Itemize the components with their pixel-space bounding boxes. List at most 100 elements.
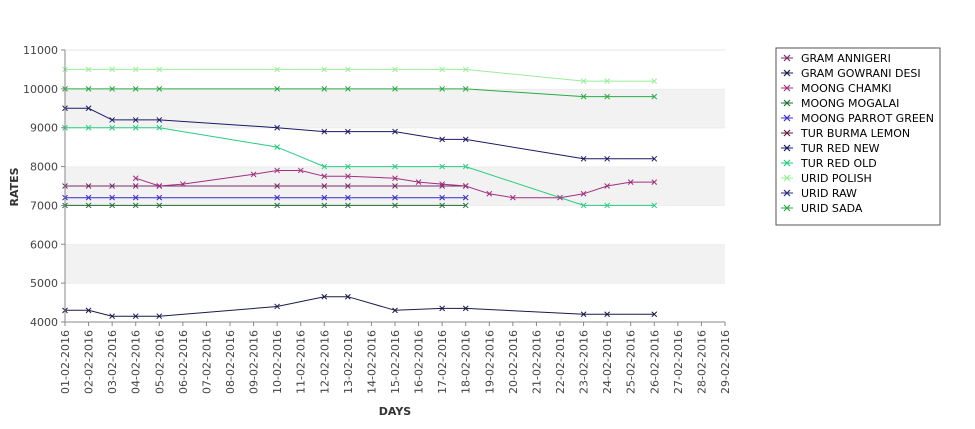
data-point-moong-chamki [557,194,563,201]
data-point-moong-mogalai [274,202,280,209]
data-point-moong-chamki [274,167,280,174]
data-point-tur-red-old [132,124,139,131]
grid-band [65,244,725,284]
data-point-gram-annigeri [109,183,115,189]
data-point-urid-sada [392,86,398,92]
data-point-gram-gowrani-desi [604,311,610,318]
data-point-urid-polish [345,66,351,73]
data-point-gram-annigeri [274,183,280,189]
data-point-gram-gowrani-desi [321,293,328,300]
data-point-urid-polish [274,66,280,73]
x-tick-label: 20-02-2016 [507,330,520,394]
data-point-urid-sada [439,86,445,92]
data-point-moong-chamki [321,173,328,180]
legend-label-moong-parrot-green: MOONG PARROT GREEN [801,112,934,125]
data-point-urid-sada [109,86,115,92]
data-point-moong-mogalai [156,202,163,209]
data-point-moong-mogalai [109,202,115,209]
data-point-gram-annigeri [132,183,139,189]
data-point-moong-parrot-green [392,194,398,201]
x-tick-label: 11-02-2016 [295,330,308,394]
x-tick-label: 10-02-2016 [271,330,284,394]
y-axis-tick-labels: 4000 5000 6000 7000 8000 9000 10000 11000 [23,44,58,329]
data-point-tur-red-new [321,128,328,135]
data-point-urid-polish [392,66,398,73]
data-point-moong-chamki [415,179,422,185]
y-tick-label: 7000 [30,199,58,212]
data-point-tur-red-new [462,136,469,143]
legend-label-gram-gowrani-desi: GRAM GOWRANI DESI [801,67,921,80]
y-tick-label: 9000 [30,122,58,135]
x-tick-label: 01-02-2016 [59,330,72,394]
data-point-tur-red-old [109,124,115,131]
x-tick-label: 06-02-2016 [177,330,190,394]
data-point-urid-polish [462,66,469,73]
data-point-moong-chamki [510,194,516,201]
y-tick-label: 11000 [23,44,58,57]
data-point-gram-gowrani-desi [132,313,139,320]
data-point-tur-red-old [651,202,658,209]
x-tick-label: 02-02-2016 [83,330,96,394]
data-point-urid-polish [85,66,92,73]
data-point-moong-parrot-green [439,194,445,201]
x-tick-label: 21-02-2016 [530,330,543,394]
data-point-gram-annigeri [321,183,328,189]
data-point-urid-sada [651,93,658,100]
data-point-urid-polish [321,66,328,73]
legend-box [775,47,941,226]
legend-label-urid-sada: URID SADA [801,202,863,215]
data-point-moong-chamki [345,173,351,180]
x-tick-label: 24-02-2016 [601,330,614,394]
legend: GRAM ANNIGERI GRAM GOWRANI DESI MOONG CHAM… [775,47,941,226]
y-tick-label: 10000 [23,83,58,96]
x-tick-label: 07-02-2016 [200,330,213,394]
x-tick-label: 19-02-2016 [483,330,496,394]
data-point-tur-red-new [580,155,587,162]
x-tick-label: 23-02-2016 [578,330,591,394]
grid-band [65,283,725,322]
data-point-moong-chamki [250,171,257,178]
y-axis-title: RATES [8,167,21,206]
legend-label-urid-raw: URID RAW [801,187,857,200]
data-point-tur-red-new [604,155,610,162]
data-point-moong-chamki [180,181,186,187]
series-line-urid-polish [65,68,655,82]
data-point-tur-red-new [132,117,139,123]
data-point-gram-annigeri [392,183,398,189]
x-tick-label: 04-02-2016 [130,330,143,394]
data-point-moong-parrot-green [85,194,92,201]
data-point-tur-red-new [156,117,163,123]
y-tick-label: 8000 [30,161,58,174]
x-tick-label: 03-02-2016 [106,330,119,394]
x-tick-label: 08-02-2016 [224,330,237,394]
y-tick-label: 6000 [30,238,58,251]
data-point-moong-parrot-green [156,194,163,201]
data-point-moong-mogalai [392,202,398,209]
data-point-urid-polish [604,78,610,84]
grid-band [65,205,725,245]
data-point-moong-parrot-green [345,194,351,201]
data-point-moong-parrot-green [321,194,328,201]
data-point-gram-annigeri [439,183,445,189]
x-axis-tick-labels: 01-02-2016 02-02-2016 03-02-2016 04-02-2016… [59,330,732,394]
data-point-moong-mogalai [439,202,445,209]
x-tick-label: 05-02-2016 [153,330,166,394]
data-point-urid-sada [156,86,163,92]
data-point-gram-gowrani-desi [462,305,469,312]
data-point-tur-red-new [345,128,351,135]
data-point-gram-annigeri [85,183,92,189]
data-point-urid-sada [321,86,328,92]
data-point-urid-polish [132,66,139,73]
x-tick-label: 13-02-2016 [342,330,355,394]
data-point-moong-chamki [627,179,634,185]
data-point-gram-gowrani-desi [392,307,398,314]
data-point-moong-chamki [392,175,398,182]
x-tick-label: 12-02-2016 [318,330,331,394]
y-tick-label: 4000 [30,316,58,329]
series-line-urid-sada [65,88,655,98]
data-point-gram-gowrani-desi [651,311,658,318]
data-point-urid-sada [580,93,587,100]
y-tick-label: 5000 [30,277,58,290]
data-point-tur-red-new [651,155,658,162]
